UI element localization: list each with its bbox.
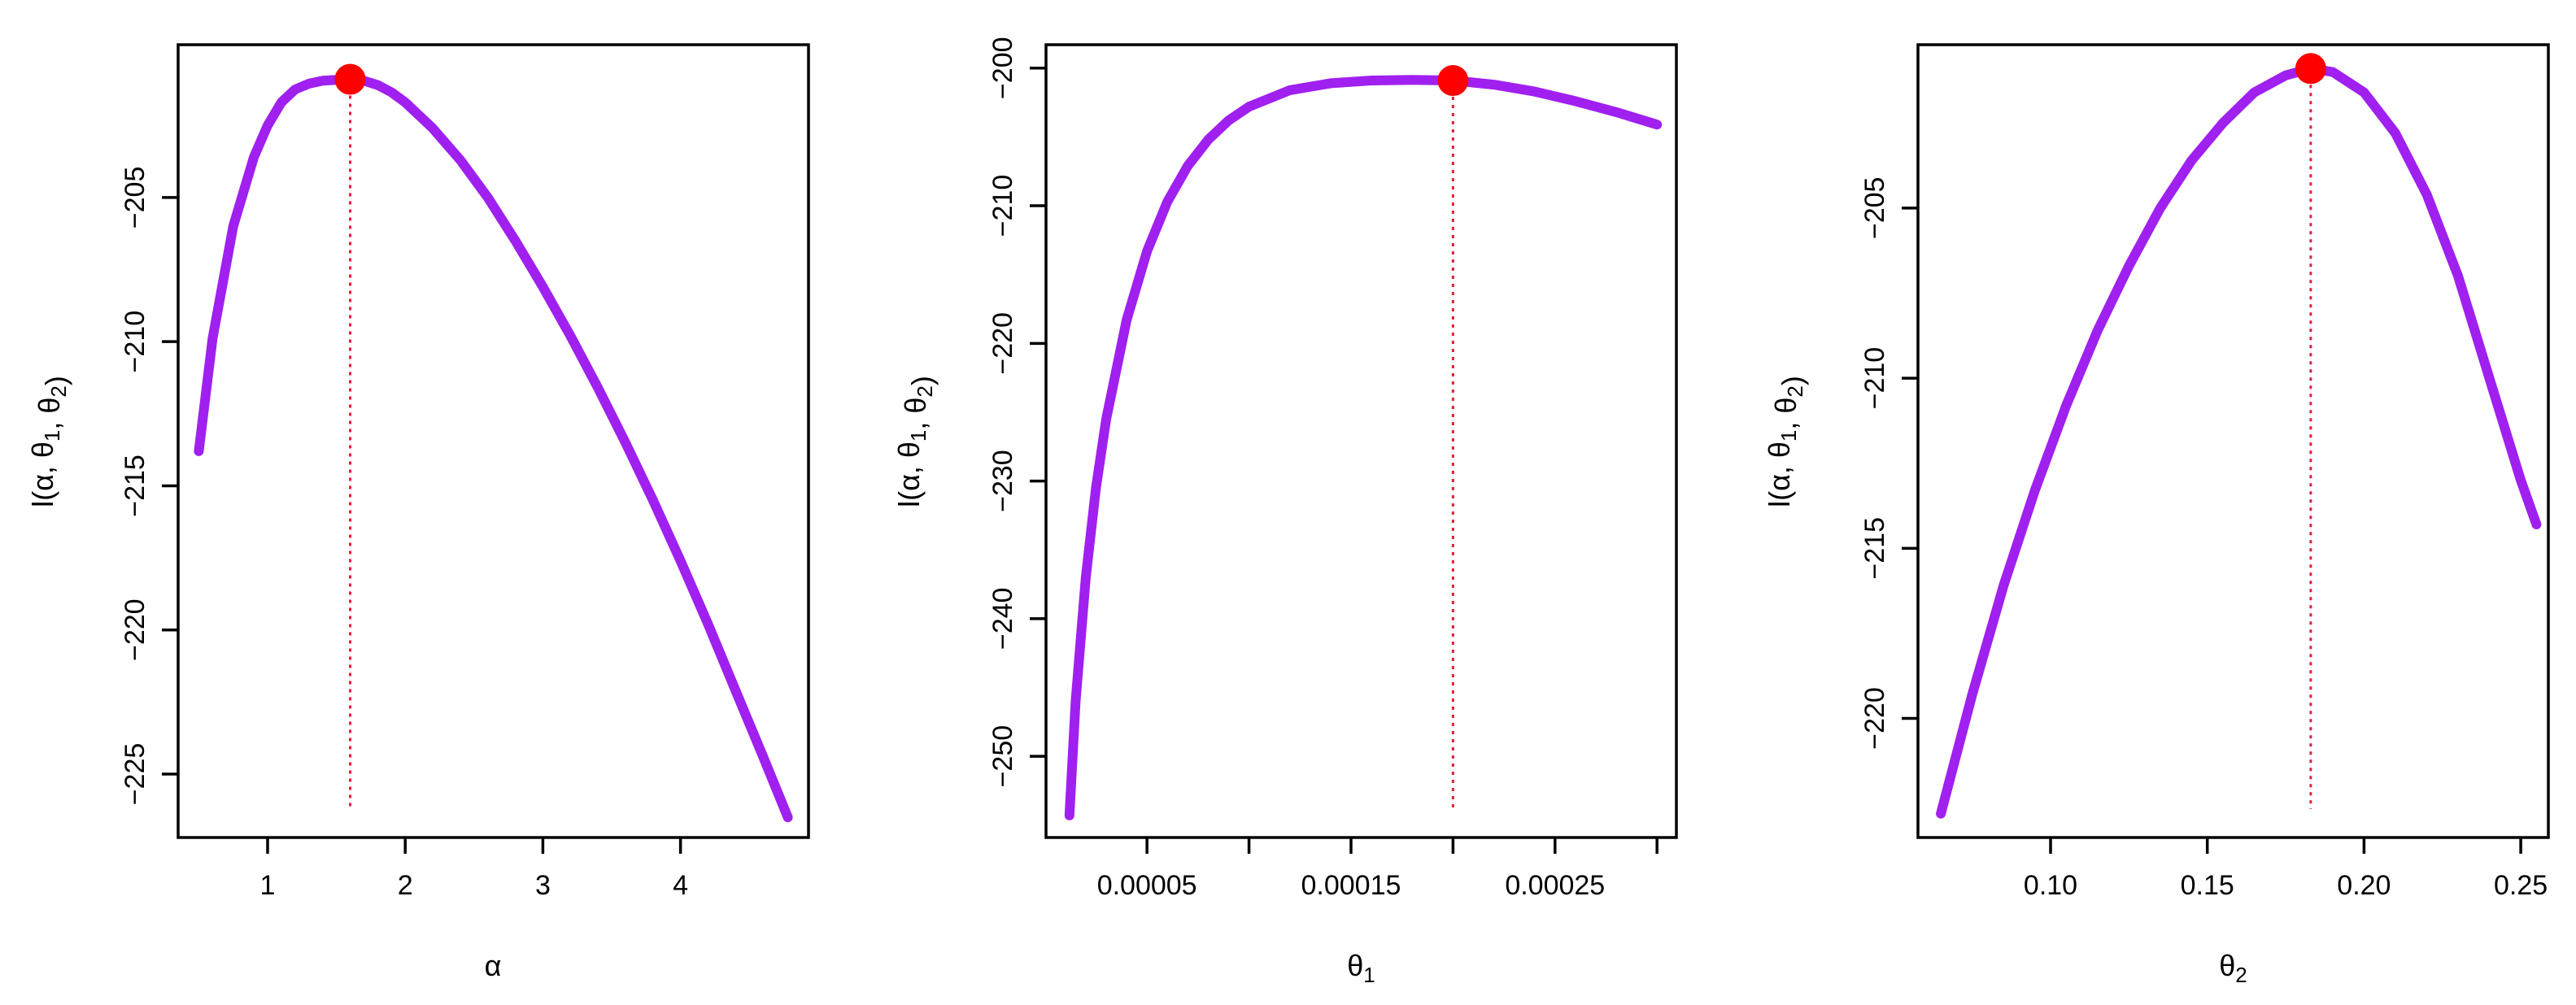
x-axis: 1 2 3 4: [260, 838, 688, 901]
x-axis: 0.10 0.15 0.20 0.25: [2024, 838, 2548, 901]
y-tick-label: −210: [120, 311, 150, 373]
y-axis-title-text: l(α, θ1, θ2): [1763, 376, 1809, 507]
y-tick-label: −215: [120, 455, 150, 517]
x-axis-title: θ1: [1347, 949, 1375, 987]
x-axis-title: θ2: [2219, 949, 2247, 987]
x-tick-label: 0.10: [2024, 870, 2077, 901]
likelihood-curve: [194, 74, 793, 823]
y-axis-title: l(α, θ1, θ2): [1763, 376, 1809, 507]
x-tick-label: 0.15: [2181, 870, 2234, 901]
plot-frame: [1916, 43, 2550, 839]
panel-theta2: 0.10 0.15 0.20 0.25 −205 −210 −215 −220 θ2 l(α…: [1763, 43, 2550, 987]
y-tick-label: −240: [987, 588, 1018, 650]
likelihood-curve: [1064, 75, 1663, 820]
x-tick-label: 2: [398, 870, 413, 901]
y-tick-label: −215: [1859, 517, 1890, 580]
x-tick-label: 0.25: [2494, 870, 2548, 901]
x-tick-label: 0.00025: [1505, 870, 1605, 901]
max-point: [2295, 53, 2326, 85]
panel-alpha: 1 2 3 4 −205 −210 −215 −220 −225 α l(α, θ1, θ2): [26, 43, 810, 982]
plot-frame: [177, 43, 810, 839]
y-axis-title: l(α, θ1, θ2): [26, 376, 72, 507]
y-tick-label: −250: [987, 725, 1018, 788]
max-point: [1437, 65, 1469, 97]
plot-frame: [1044, 43, 1678, 839]
x-tick-label: 3: [535, 870, 551, 901]
x-tick-label: 0.00015: [1301, 870, 1401, 901]
y-tick-label: −220: [987, 312, 1018, 375]
y-tick-label: −200: [987, 37, 1018, 99]
x-axis-title: α: [485, 949, 502, 982]
y-tick-label: −225: [120, 743, 150, 806]
y-axis-title-text: l(α, θ1, θ2): [892, 376, 939, 507]
x-axis-title-text: θ1: [1347, 949, 1375, 987]
panel-theta1: 0.00005 0.00015 0.00025 −200−210−220−230−2…: [892, 37, 1678, 987]
x-tick-label: 0.00005: [1097, 870, 1197, 901]
max-point: [334, 63, 366, 95]
x-tick-label: 0.20: [2337, 870, 2391, 901]
y-axis: −205 −210 −215 −220 −225: [120, 167, 178, 806]
x-tick-label: 4: [673, 870, 688, 901]
y-axis-title: l(α, θ1, θ2): [892, 376, 939, 507]
y-tick-label: −230: [987, 450, 1018, 512]
y-axis-title-text: l(α, θ1, θ2): [26, 376, 72, 507]
y-tick-label: −220: [1859, 687, 1890, 750]
y-axis: −205 −210 −215 −220: [1859, 177, 1918, 750]
y-tick-label: −210: [987, 175, 1018, 237]
likelihood-curve: [1936, 63, 2542, 819]
x-axis: 0.00005 0.00015 0.00025: [1097, 838, 1658, 901]
y-tick-label: −205: [120, 167, 150, 229]
y-tick-label: −210: [1859, 347, 1890, 410]
x-tick-label: 1: [260, 870, 276, 901]
y-axis: −200 −210 −220 −230 −240 −250: [987, 37, 1046, 787]
y-tick-label: −205: [1859, 177, 1890, 240]
x-axis-title-text: θ2: [2219, 949, 2247, 987]
y-tick-label: −220: [120, 598, 150, 661]
